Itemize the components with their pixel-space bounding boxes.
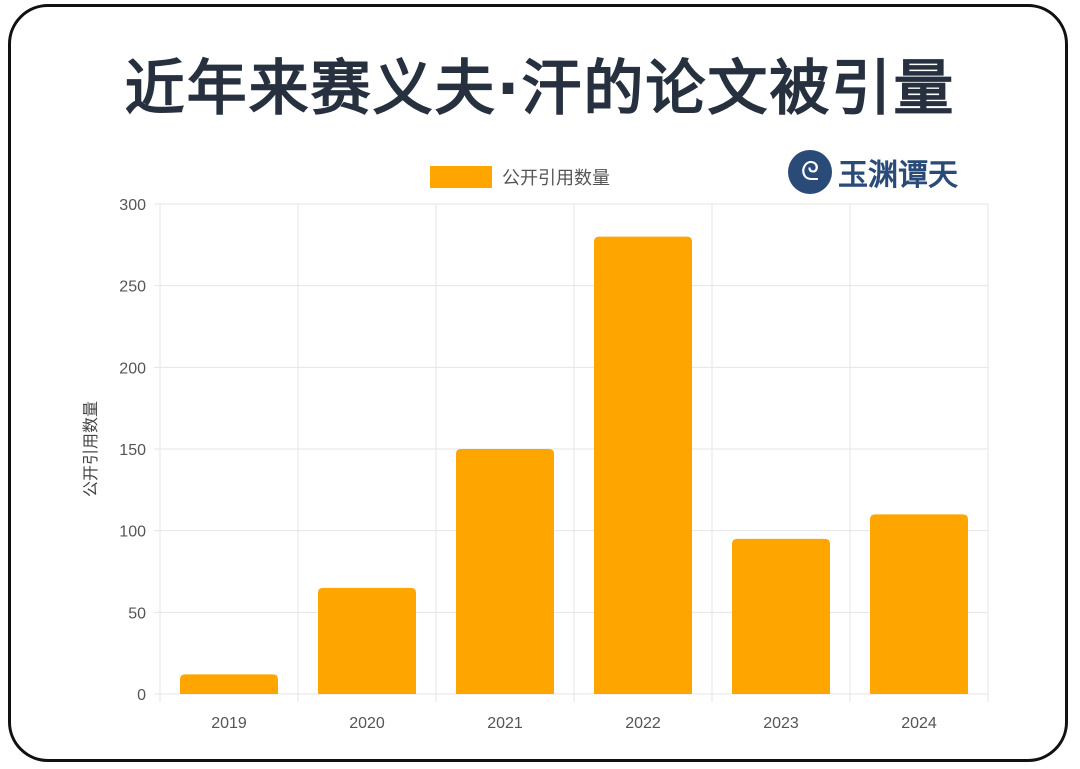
legend-label: 公开引用数量: [502, 168, 610, 189]
bar-2022: [594, 236, 692, 694]
chart-title: 近年来赛义夫·汗的论文被引量: [124, 54, 956, 124]
x-tick-label: 2023: [763, 715, 799, 732]
y-tick-label: 150: [119, 442, 146, 459]
y-tick-label: 50: [128, 605, 146, 622]
watermark-text: 玉渊谭天: [838, 158, 958, 193]
x-tick-label: 2022: [625, 715, 661, 732]
y-tick-label: 0: [137, 687, 146, 704]
legend-swatch: [430, 166, 492, 188]
x-tick-label: 2020: [349, 715, 385, 732]
watermark-logo: ᘓ 玉渊谭天: [788, 150, 958, 194]
x-tick-label: 2019: [211, 715, 247, 732]
y-axis-label: 公开引用数量: [81, 401, 100, 497]
bar-2019: [180, 674, 278, 694]
bar-2024: [870, 514, 968, 694]
bar-2020: [318, 587, 416, 694]
y-tick-label: 300: [119, 197, 146, 214]
y-tick-label: 200: [119, 360, 146, 377]
legend[interactable]: 公开引用数量: [430, 164, 610, 190]
x-tick-label: 2021: [487, 715, 523, 732]
wave-logo-icon: ᘓ: [788, 150, 832, 194]
y-tick-label: 250: [119, 279, 146, 296]
y-tick-label: 100: [119, 524, 146, 541]
x-tick-label: 2024: [901, 715, 937, 732]
bar-2023: [732, 538, 830, 694]
bar-2021: [456, 449, 554, 694]
